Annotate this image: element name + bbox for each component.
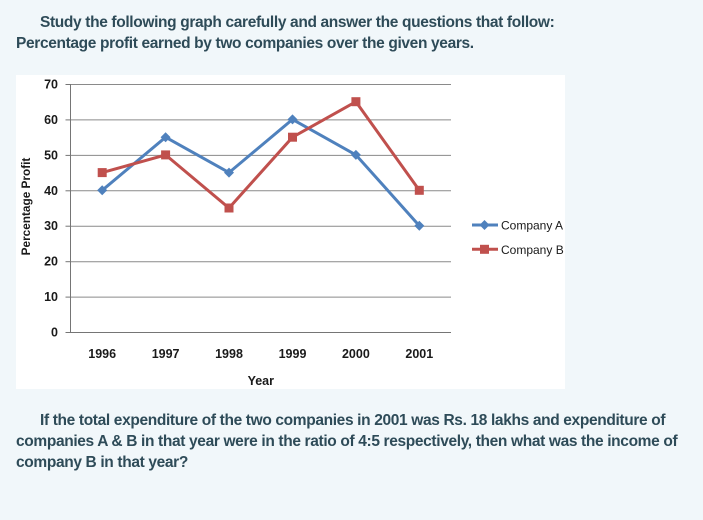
svg-text:Company B: Company B	[501, 243, 564, 257]
svg-text:1998: 1998	[215, 347, 243, 361]
svg-text:60: 60	[44, 113, 58, 127]
svg-text:2000: 2000	[342, 347, 370, 361]
svg-text:30: 30	[44, 219, 58, 233]
svg-text:Percentage Profit: Percentage Profit	[19, 158, 33, 256]
svg-text:70: 70	[44, 78, 58, 92]
svg-text:1996: 1996	[88, 347, 116, 361]
svg-text:Year: Year	[248, 374, 275, 388]
svg-text:40: 40	[44, 184, 58, 198]
svg-text:Company A: Company A	[501, 219, 563, 233]
svg-text:50: 50	[44, 148, 58, 162]
svg-text:20: 20	[44, 255, 58, 269]
svg-text:1997: 1997	[152, 347, 180, 361]
svg-text:2001: 2001	[405, 347, 433, 361]
svg-text:0: 0	[51, 326, 58, 340]
svg-text:10: 10	[44, 290, 58, 304]
svg-text:1999: 1999	[279, 347, 307, 361]
